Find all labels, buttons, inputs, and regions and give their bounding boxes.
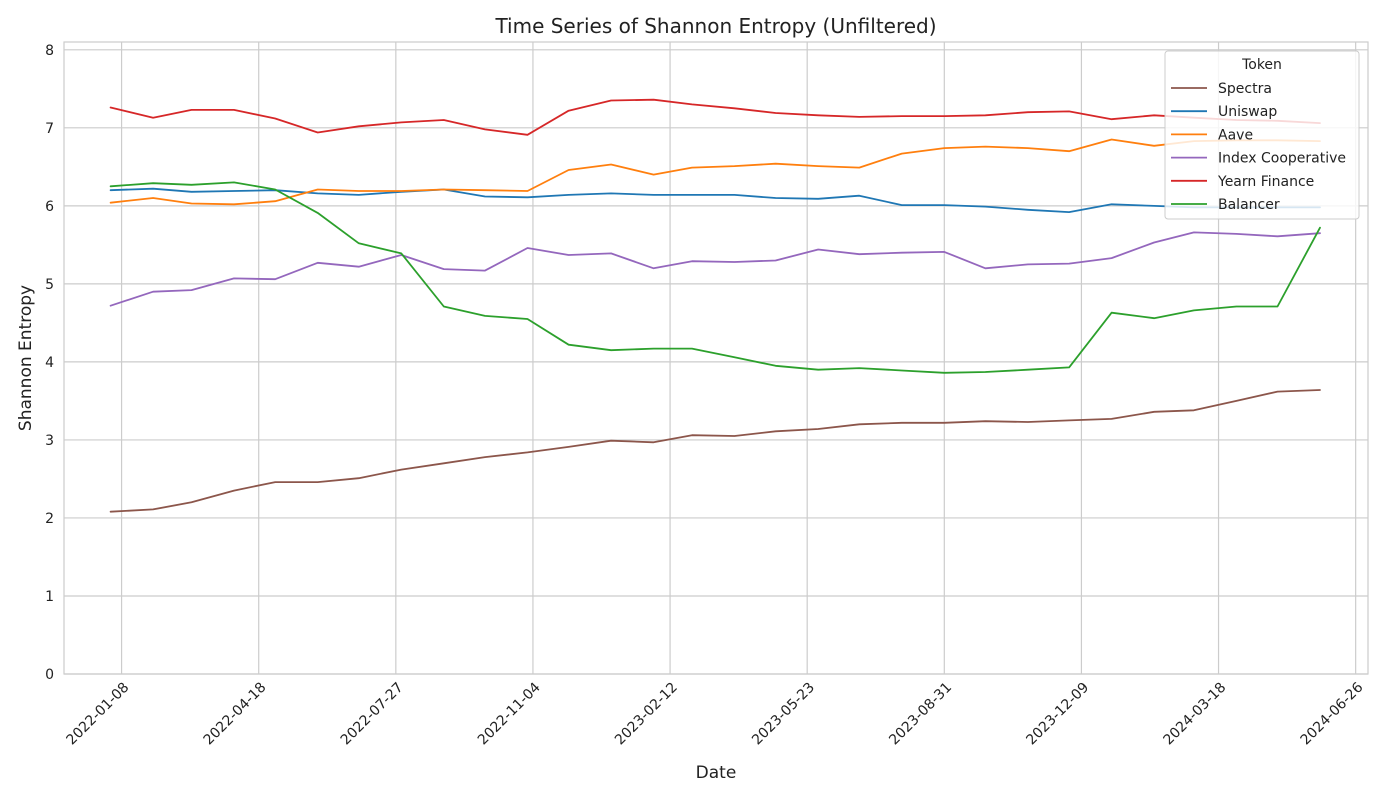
y-tick-label: 7	[45, 121, 54, 137]
y-tick-label: 0	[45, 667, 54, 683]
series-line-balancer	[109, 181, 1321, 374]
legend-label: Index Cooperative	[1218, 151, 1346, 167]
y-tick-label: 8	[45, 43, 54, 59]
legend-box	[1164, 50, 1360, 220]
series-line-aave	[109, 138, 1321, 206]
y-tick-labels: 0 1 2 3 4 5 6 7 8	[45, 43, 54, 683]
series-line-index-cooperative	[109, 231, 1321, 307]
legend-label: Balancer	[1218, 197, 1280, 213]
grid	[64, 42, 1368, 675]
y-tick-label: 5	[45, 277, 54, 293]
y-tick-label: 4	[45, 355, 54, 371]
legend: Token Spectra Uniswap Aave Index Cooperative…	[1164, 50, 1360, 220]
legend-label: Yearn Finance	[1217, 174, 1314, 190]
x-axis-label: Date	[696, 763, 737, 783]
series-line-spectra	[109, 389, 1321, 513]
legend-label: Aave	[1218, 127, 1253, 143]
legend-label: Uniswap	[1218, 104, 1277, 120]
legend-title: Token	[1241, 57, 1282, 73]
y-tick-label: 3	[45, 433, 54, 449]
series-line-yearn-finance	[109, 98, 1321, 136]
y-tick-label: 2	[45, 511, 54, 527]
y-tick-label: 6	[45, 199, 54, 215]
plot-frame	[63, 41, 1369, 675]
series-lines	[109, 98, 1321, 513]
y-tick-label: 1	[45, 589, 54, 605]
y-axis-label: Shannon Entropy	[16, 285, 36, 431]
chart-title: Time Series of Shannon Entropy (Unfilter…	[494, 14, 936, 38]
series-line-uniswap	[109, 187, 1321, 214]
legend-label: Spectra	[1218, 81, 1272, 97]
